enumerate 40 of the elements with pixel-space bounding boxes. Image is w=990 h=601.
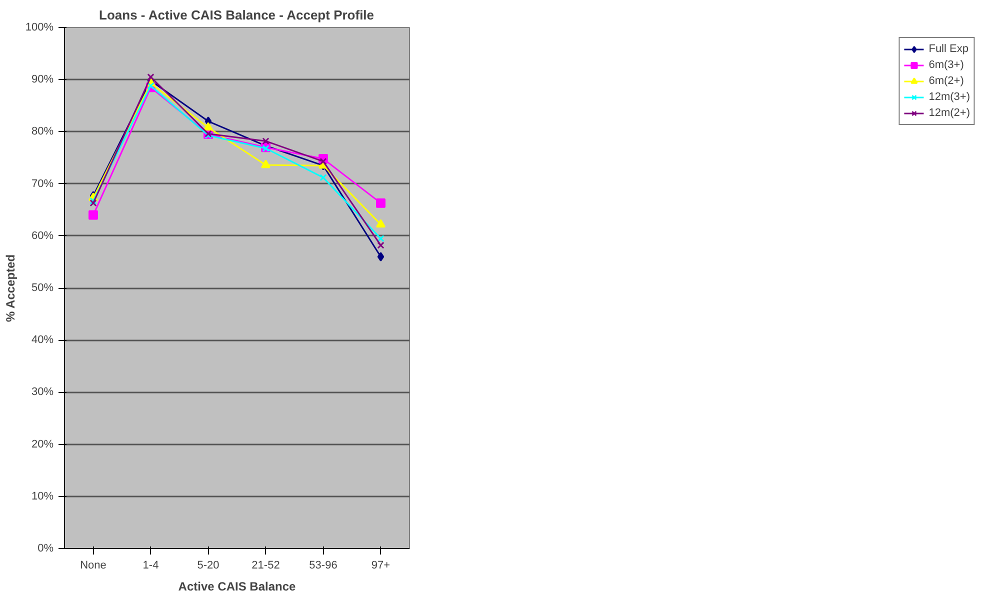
y-tick-label: 90% — [31, 74, 54, 86]
point — [204, 122, 213, 131]
chart-title: Loans - Active CAIS Balance - Accept Profile — [99, 8, 374, 22]
x-tick-label: 5-20 — [197, 560, 220, 572]
point — [90, 200, 97, 207]
x-tick-label: 21-52 — [252, 560, 280, 572]
point — [262, 138, 270, 145]
legend-label: 6m(3+) — [928, 58, 964, 72]
x-tick-label: 53-96 — [309, 560, 338, 572]
y-tick-label: 0% — [38, 542, 54, 554]
legend-label: 12m(2+) — [928, 106, 970, 120]
legend-label: Full Exp — [928, 42, 968, 56]
y-tick-label: 50% — [31, 282, 54, 294]
y-tick-label: 100% — [25, 22, 54, 34]
point — [376, 219, 386, 228]
point — [88, 210, 98, 220]
legend-label: 6m(2+) — [928, 74, 964, 88]
y-tick-label: 80% — [31, 126, 54, 138]
y-tick-label: 60% — [31, 230, 54, 242]
point — [377, 242, 384, 249]
legend-label: 12m(3+) — [928, 90, 970, 104]
y-tick-label: 10% — [31, 490, 54, 502]
point — [376, 198, 386, 208]
y-tick-label: 70% — [31, 178, 54, 190]
point — [377, 234, 384, 242]
point — [320, 174, 327, 182]
point — [90, 197, 97, 205]
point — [147, 82, 154, 90]
y-axis-title: % Accepted — [3, 254, 18, 322]
x-tick-label: None — [80, 560, 106, 572]
point — [377, 252, 384, 262]
y-tick-label: 30% — [31, 386, 54, 398]
x-axis-title: Active CAIS Balance — [178, 580, 296, 594]
point — [261, 160, 270, 168]
y-tick-label: 40% — [31, 334, 54, 346]
x-tick-label: 97+ — [371, 560, 390, 572]
point — [320, 158, 327, 165]
y-tick-label: 20% — [31, 438, 54, 450]
point — [147, 73, 154, 81]
x-tick-label: 1-4 — [142, 560, 159, 572]
